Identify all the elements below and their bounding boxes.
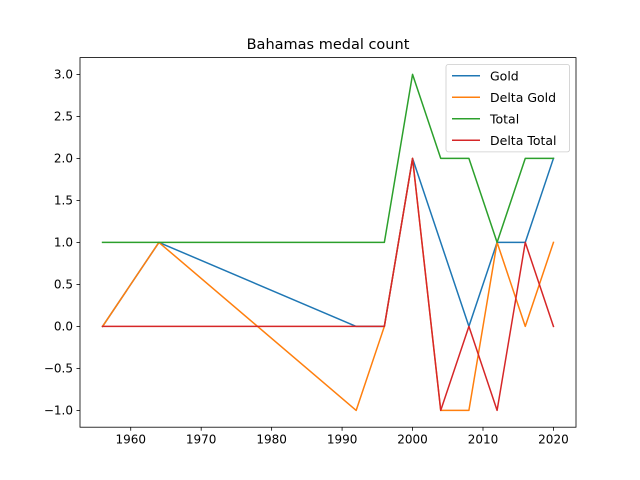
x-tick-label: 2000 [397,433,428,447]
x-tick-label: 2020 [538,433,569,447]
x-tick-label: 2010 [468,433,499,447]
plot-area [101,73,555,412]
legend-label-total: Total [489,111,519,126]
x-axis: 1960 1970 1980 1990 2000 2010 2020 [115,427,569,447]
y-tick-label: 1.5 [54,194,73,208]
series-line-delta-total [101,157,555,412]
y-tick-label: 0.5 [54,278,73,292]
legend-label-delta-gold: Delta Gold [490,90,556,105]
series-line-total [101,73,555,244]
y-tick-label: 2.5 [54,110,73,124]
x-tick-label: 1970 [186,433,217,447]
x-tick-label: 1990 [327,433,358,447]
legend-box [445,64,570,153]
y-axis: −1.0 −0.5 0.0 0.5 1.0 1.5 2.0 2.5 3.0 [44,68,80,418]
y-tick-label: 1.0 [54,236,73,250]
y-tick-label: 0.0 [54,320,73,334]
x-tick-label: 1980 [256,433,287,447]
legend: Gold Delta Gold Total Delta Total [445,64,570,153]
legend-label-gold: Gold [490,68,519,83]
chart-title: Bahamas medal count [247,37,410,53]
y-tick-label: 2.0 [54,152,73,166]
y-tick-label: −0.5 [44,362,73,376]
y-tick-label: −1.0 [44,404,73,418]
y-tick-label: 3.0 [54,68,73,82]
x-tick-label: 1960 [115,433,146,447]
legend-label-delta-total: Delta Total [490,133,557,148]
